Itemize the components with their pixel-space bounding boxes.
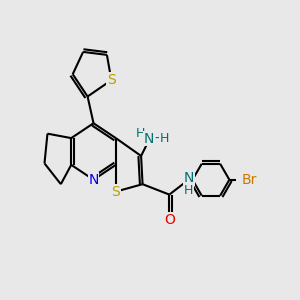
Text: -: -	[154, 132, 159, 146]
Text: H: H	[184, 184, 193, 196]
Text: H: H	[159, 132, 169, 145]
Text: H: H	[136, 127, 145, 140]
Text: S: S	[107, 73, 116, 87]
Text: N: N	[143, 132, 154, 146]
Text: Br: Br	[242, 173, 257, 187]
Text: O: O	[164, 213, 175, 227]
Text: N: N	[88, 173, 99, 187]
Text: N: N	[184, 171, 194, 185]
Text: S: S	[111, 184, 120, 199]
